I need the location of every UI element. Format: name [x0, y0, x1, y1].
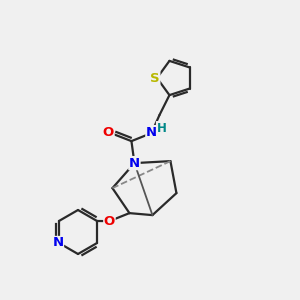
Text: N: N: [129, 157, 140, 169]
Text: O: O: [104, 214, 115, 228]
Text: H: H: [157, 122, 166, 135]
Text: O: O: [103, 126, 114, 139]
Text: N: N: [52, 236, 64, 250]
Text: N: N: [146, 126, 157, 139]
Text: S: S: [150, 71, 160, 85]
